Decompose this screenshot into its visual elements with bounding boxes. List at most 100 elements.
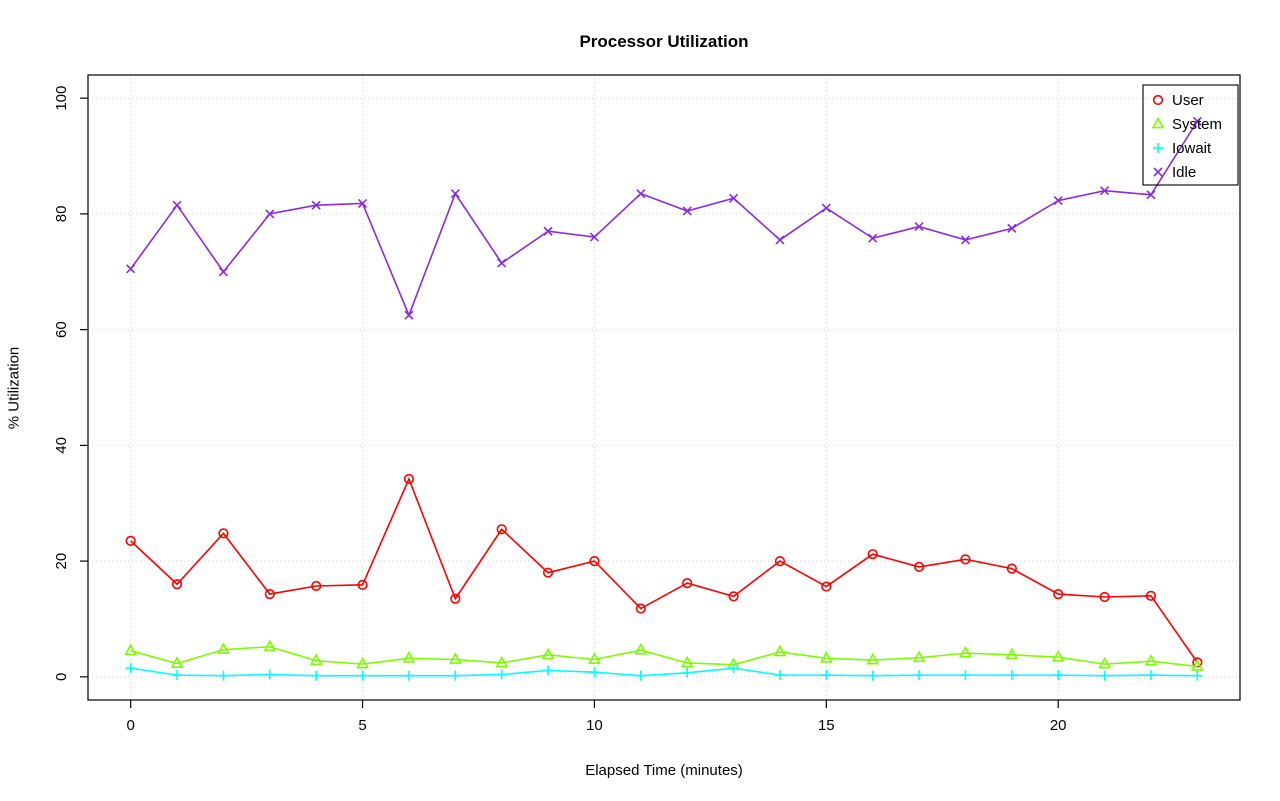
plus-marker (543, 665, 554, 676)
x-marker (357, 198, 368, 209)
chart-title: Processor Utilization (579, 32, 749, 51)
x-marker (543, 226, 553, 236)
circle-marker (403, 473, 415, 485)
plus-marker (1099, 670, 1110, 681)
legend-border (1142, 84, 1239, 186)
plus-marker (496, 669, 507, 680)
plus-marker (960, 670, 971, 681)
circle-marker (1192, 657, 1203, 668)
plus-marker (1006, 670, 1017, 681)
x-marker (450, 189, 460, 199)
triangle-marker (1190, 659, 1204, 671)
triangle-marker (356, 656, 369, 669)
x-marker (589, 232, 600, 242)
y-tick-label: 100 (53, 86, 70, 111)
triangle-marker (124, 643, 138, 656)
legend-entry: User (1152, 92, 1204, 109)
circle-marker (450, 593, 461, 604)
triangle-marker (263, 639, 277, 652)
x-marker (218, 267, 228, 277)
x-marker (265, 209, 275, 219)
x-marker (1153, 167, 1163, 177)
triangle-marker (819, 651, 833, 663)
circle-marker (774, 556, 786, 567)
plus-marker (728, 663, 739, 674)
series-line (130, 476, 1198, 663)
plus-marker (311, 670, 322, 681)
triangle-marker (541, 647, 555, 660)
x-marker (1192, 116, 1202, 126)
triangle-marker (1051, 649, 1065, 662)
legend-entry: Idle (1153, 164, 1196, 181)
x-marker (311, 200, 321, 210)
axes: 0 5 10 15 20 0 20 40 60 80 100 (53, 86, 1067, 734)
plus-marker (821, 670, 832, 681)
plus-marker (357, 670, 368, 681)
circle-marker (1099, 591, 1110, 603)
plus-marker (635, 670, 646, 681)
circle-marker (821, 581, 832, 592)
y-tick-label: 0 (53, 673, 70, 681)
series-iowait (125, 663, 1203, 681)
x-marker (960, 235, 971, 245)
legend-label: System (1172, 116, 1222, 133)
series-idle (126, 116, 1202, 320)
triangle-marker (1098, 656, 1111, 669)
circle-marker (635, 603, 646, 614)
y-tick-label: 20 (53, 553, 70, 570)
x-tick-label: 0 (126, 717, 134, 734)
triangle-marker (495, 655, 509, 668)
plus-marker (218, 670, 229, 681)
x-marker (914, 222, 924, 232)
x-tick-label: 15 (818, 717, 835, 734)
triangle-marker (448, 652, 462, 664)
x-marker (1146, 190, 1156, 200)
x-axis-label: Elapsed Time (minutes) (585, 762, 743, 779)
series-line (130, 645, 1198, 668)
triangle-marker (1005, 647, 1019, 660)
circle-marker (913, 561, 925, 572)
plus-marker (867, 670, 878, 681)
plus-marker (589, 667, 600, 678)
plus-marker (1192, 670, 1203, 681)
circle-marker (867, 549, 878, 560)
x-marker (404, 310, 414, 320)
y-tick-label: 60 (53, 321, 70, 338)
triangle-marker (309, 653, 323, 666)
circle-marker (960, 554, 971, 565)
plus-marker (682, 667, 693, 678)
x-marker (497, 258, 507, 268)
series-user (125, 473, 1203, 668)
legend-entry: System (1151, 116, 1222, 133)
legend-entry: Iowait (1153, 140, 1212, 157)
x-marker (1007, 223, 1017, 233)
circle-marker (1053, 588, 1064, 600)
circle-marker (1145, 590, 1157, 601)
circle-marker (125, 535, 136, 546)
legend-label: Idle (1172, 164, 1196, 181)
gridlines (88, 75, 1240, 700)
plus-marker (264, 669, 275, 680)
triangle-marker (773, 644, 787, 657)
plus-marker (1145, 670, 1156, 681)
x-tick-label: 5 (358, 717, 366, 734)
x-marker (775, 235, 785, 245)
legend: User System Iowait Idle (1142, 84, 1239, 186)
x-marker (868, 233, 878, 243)
circle-marker (1152, 94, 1164, 106)
circle-marker (311, 580, 322, 592)
triangle-marker (634, 642, 648, 655)
circle-marker (589, 556, 600, 567)
x-tick-label: 10 (586, 717, 603, 734)
circle-marker (218, 528, 229, 539)
x-marker (728, 193, 739, 203)
series-system (124, 639, 1204, 671)
x-marker (126, 264, 136, 274)
circle-marker (496, 524, 507, 535)
x-tick-label: 20 (1050, 717, 1067, 734)
series-line (130, 667, 1198, 677)
circle-marker (357, 579, 368, 590)
circle-marker (1006, 563, 1017, 574)
